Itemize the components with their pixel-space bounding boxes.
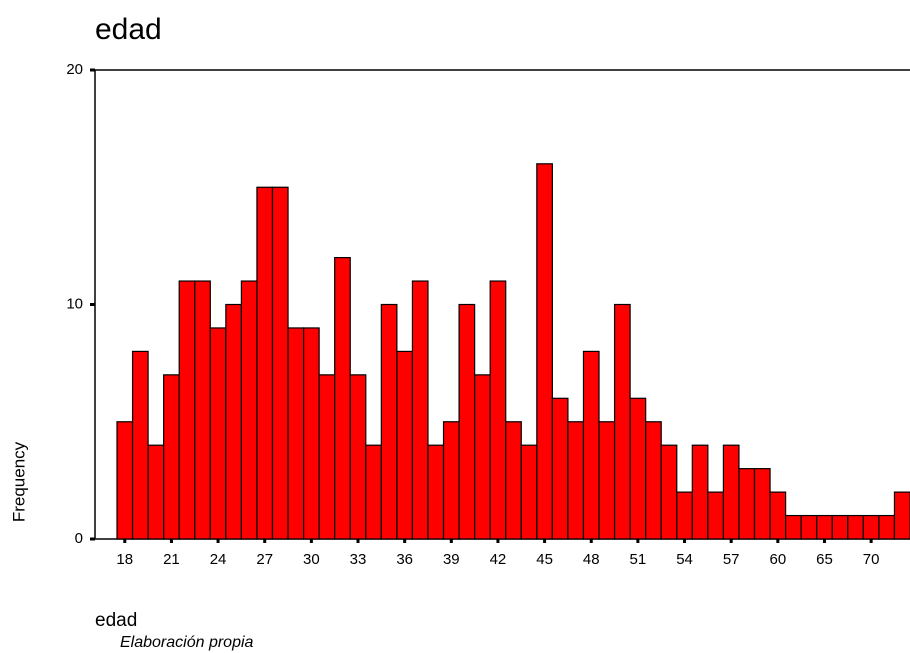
bar [194, 280, 211, 540]
bar [660, 444, 678, 540]
bar [240, 280, 258, 540]
bar [847, 514, 864, 540]
x-tick-label: 57 [723, 551, 740, 568]
y-tick-label: 0 [75, 530, 83, 547]
bar [613, 303, 631, 540]
bar [722, 444, 740, 540]
bar [427, 444, 445, 540]
bar [862, 514, 880, 540]
bar [785, 514, 802, 540]
bar [831, 514, 849, 540]
x-tick-label: 70 [863, 551, 880, 568]
x-tick-label: 51 [630, 551, 647, 568]
bar [396, 350, 414, 540]
bar [287, 327, 305, 540]
x-tick-label: 30 [303, 551, 320, 568]
bar [816, 514, 833, 540]
x-tick-label: 60 [769, 551, 786, 568]
x-tick-label: 65 [816, 551, 833, 568]
bar [505, 421, 522, 540]
bar [349, 374, 367, 540]
chart-title: edad [95, 13, 162, 46]
bar [878, 514, 896, 540]
y-tick-label: 20 [66, 61, 83, 78]
bar [691, 444, 709, 540]
bar [147, 444, 165, 540]
bar [116, 421, 134, 540]
bar [893, 491, 910, 540]
bar [489, 280, 507, 540]
bar [131, 350, 149, 540]
bar [676, 491, 693, 540]
bar [520, 444, 538, 540]
bar [582, 350, 600, 540]
bar [629, 397, 647, 540]
bar [178, 280, 196, 540]
x-tick-label: 24 [210, 551, 227, 568]
x-tick-label: 42 [490, 551, 507, 568]
bar [458, 303, 476, 540]
bar [769, 491, 787, 540]
bar [442, 421, 460, 540]
bar [707, 491, 725, 540]
x-tick-label: 45 [536, 551, 553, 568]
x-tick-label: 18 [116, 551, 133, 568]
x-axis-label: edad [95, 610, 137, 631]
bar [753, 468, 771, 540]
bar [380, 303, 398, 540]
bar [645, 421, 662, 540]
x-tick-label: 21 [163, 551, 180, 568]
x-tick-label: 54 [676, 551, 693, 568]
bar [302, 327, 320, 540]
bar [271, 186, 289, 540]
bar [225, 303, 242, 540]
bar [598, 421, 616, 540]
bar [318, 374, 336, 540]
note: Elaboración propia [120, 634, 254, 651]
bar [474, 374, 491, 540]
y-tick-label: 10 [66, 295, 83, 312]
bar [209, 327, 227, 540]
bar [334, 257, 351, 540]
bar [551, 397, 569, 540]
bar [738, 468, 756, 540]
x-tick-label: 48 [583, 551, 600, 568]
bar [163, 374, 180, 540]
x-tick-label: 33 [350, 551, 367, 568]
x-tick-label: 27 [256, 551, 273, 568]
y-axis-label: Frequency [9, 441, 28, 522]
bar [536, 163, 553, 540]
bar [411, 280, 429, 540]
bar [365, 444, 382, 540]
x-tick-label: 39 [443, 551, 460, 568]
x-tick-label: 36 [396, 551, 413, 568]
bar [567, 421, 585, 540]
bar [256, 186, 274, 540]
bar [800, 514, 818, 540]
